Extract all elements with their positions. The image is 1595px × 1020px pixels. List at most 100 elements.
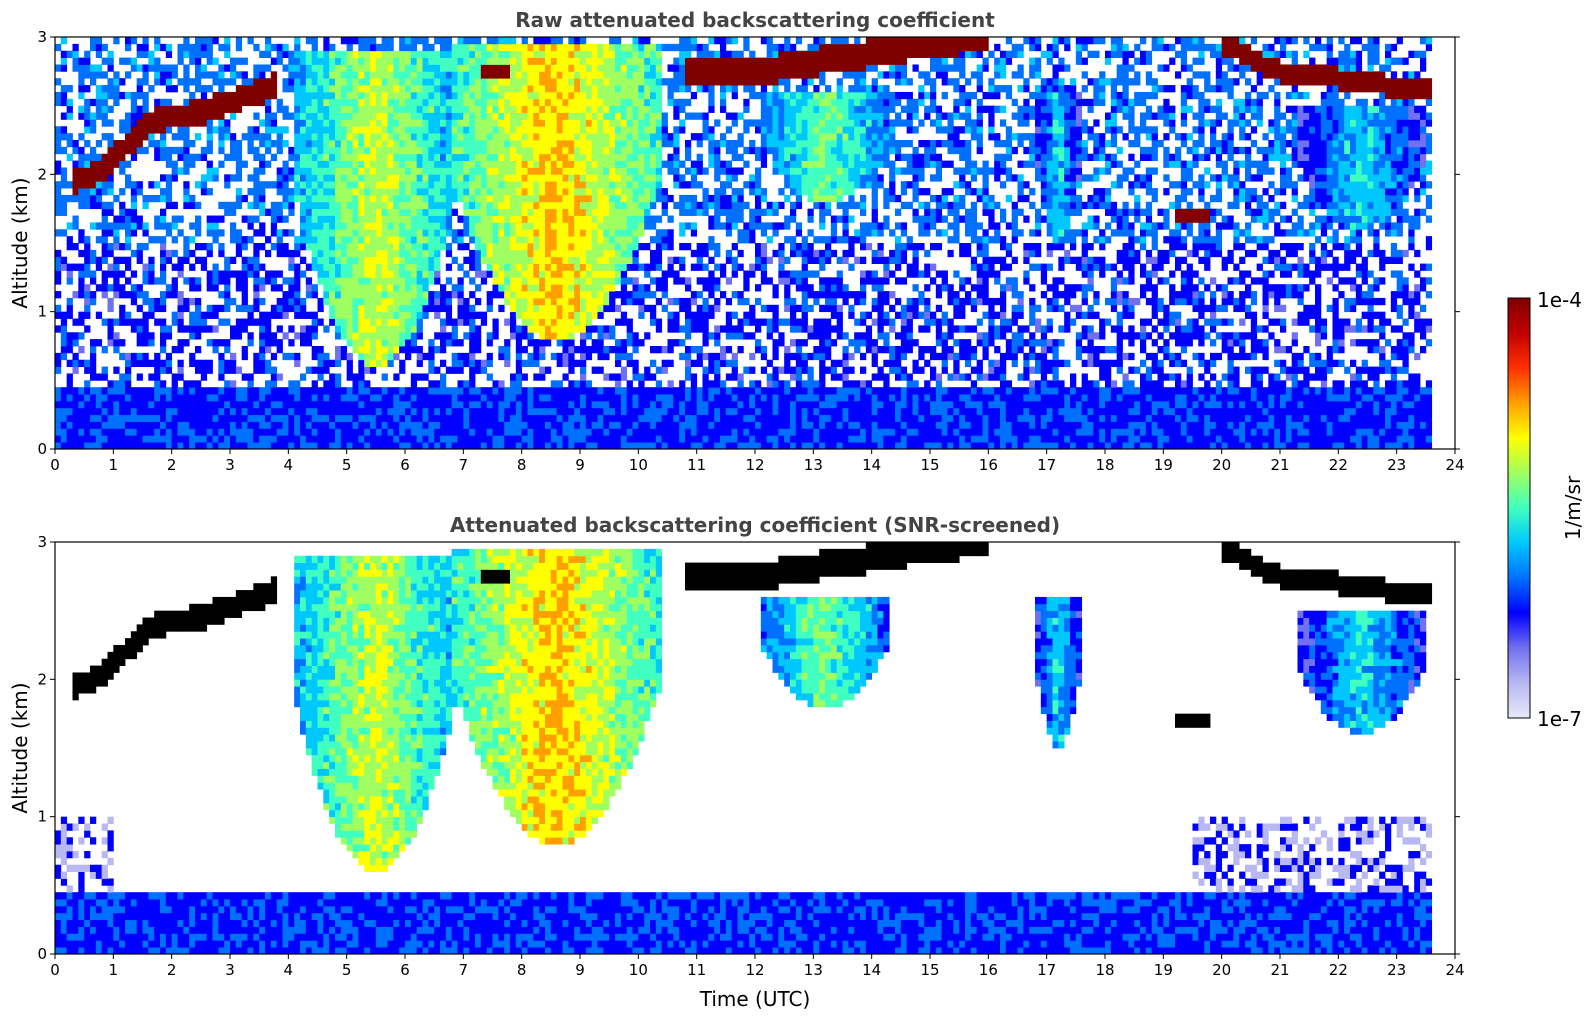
heatmap-cell [644, 291, 651, 299]
heatmap-cell [247, 421, 254, 429]
heatmap-cell [644, 188, 651, 196]
heatmap-cell [375, 394, 383, 402]
heatmap-cell [125, 181, 132, 189]
heatmap-cell [440, 43, 447, 52]
heatmap-cell [230, 140, 237, 148]
heatmap-cell [451, 366, 458, 374]
heatmap-cell [545, 146, 552, 155]
heatmap-cell [346, 366, 353, 374]
heatmap-cell [148, 339, 155, 347]
heatmap-cell [393, 229, 400, 237]
heatmap-cell [463, 78, 470, 86]
heatmap-cell [399, 366, 406, 374]
heatmap-cell [300, 140, 307, 148]
heatmap-cell [585, 304, 593, 313]
heatmap-cell [72, 400, 79, 409]
heatmap-cell [241, 325, 248, 333]
heatmap-cell [510, 105, 517, 113]
heatmap-cell [609, 153, 616, 161]
heatmap-cell [504, 442, 511, 449]
heatmap-cell [195, 201, 202, 210]
heatmap-cell [288, 291, 295, 299]
heatmap-cell [224, 339, 231, 347]
heatmap-cell [288, 64, 295, 72]
heatmap-cell [498, 78, 505, 86]
heatmap-cell [597, 243, 604, 251]
heatmap-cell [95, 91, 103, 100]
heatmap-cell [580, 140, 587, 148]
heatmap-cell [235, 366, 243, 374]
heatmap-cell [480, 153, 488, 161]
heatmap-cell [125, 71, 132, 79]
heatmap-cell [550, 318, 558, 326]
heatmap-cell [539, 325, 546, 333]
heatmap-cell [329, 126, 336, 134]
heatmap-cell [480, 119, 488, 127]
heatmap-cell [230, 394, 237, 402]
heatmap-cell [335, 243, 342, 251]
heatmap-cell [568, 243, 575, 251]
heatmap-cell [410, 291, 418, 299]
heatmap-cell [393, 407, 400, 416]
heatmap-cell [66, 133, 73, 141]
heatmap-cell [620, 428, 628, 436]
heatmap-cell [545, 181, 552, 189]
heatmap-cell [591, 188, 598, 196]
heatmap-cell [521, 428, 528, 436]
panel-raw: Raw attenuated backscattering coefficien… [8, 8, 1465, 474]
heatmap-cell [66, 387, 73, 395]
heatmap-cell [160, 249, 167, 258]
heatmap-cell [475, 160, 482, 168]
heatmap-cell [428, 160, 435, 168]
heatmap-cell [504, 119, 511, 127]
heatmap-cell [340, 270, 348, 278]
heatmap-cell [154, 352, 161, 361]
heatmap-cell [591, 387, 598, 395]
heatmap-cell [160, 243, 167, 251]
heatmap-cell [358, 119, 365, 127]
heatmap-cell [410, 126, 418, 134]
heatmap-cell [165, 407, 173, 416]
heatmap-cell [171, 167, 178, 175]
heatmap-cell [300, 222, 307, 230]
heatmap-cell [405, 71, 412, 79]
heatmap-cell [585, 57, 593, 65]
heatmap-cell [445, 57, 453, 65]
heatmap-cell [323, 98, 330, 107]
heatmap-cell [107, 208, 114, 216]
heatmap-cell [160, 346, 167, 354]
heatmap-cell [66, 304, 73, 313]
heatmap-cell [230, 133, 237, 141]
heatmap-cell [591, 208, 598, 216]
heatmap-cell [130, 37, 138, 45]
heatmap-cell [515, 78, 523, 86]
heatmap-cell [165, 153, 173, 161]
heatmap-cell [434, 91, 441, 100]
heatmap-cell [195, 387, 202, 395]
heatmap-cell [247, 174, 254, 182]
heatmap-cell [568, 400, 575, 409]
heatmap-cell [644, 146, 651, 155]
heatmap-cell [84, 119, 91, 127]
heatmap-cell [346, 414, 353, 422]
heatmap-cell [405, 98, 412, 107]
heatmap-cell [510, 126, 517, 134]
heatmap-cell [440, 208, 447, 216]
heatmap-cell [597, 435, 604, 443]
heatmap-cell [620, 146, 628, 155]
heatmap-cell [300, 421, 307, 429]
heatmap-cell [311, 414, 318, 422]
heatmap-cell [154, 78, 161, 86]
heatmap-cell [469, 208, 476, 216]
heatmap-cell [177, 318, 184, 326]
heatmap-cell [591, 291, 598, 299]
heatmap-cell [504, 174, 511, 182]
heatmap-cell [399, 291, 406, 299]
heatmap-cell [533, 105, 540, 113]
heatmap-cell [399, 394, 406, 402]
heatmap-cell [638, 37, 645, 45]
heatmap-cell [480, 414, 488, 422]
heatmap-cell [276, 98, 283, 107]
heatmap-cell [434, 37, 441, 45]
heatmap-cell [539, 387, 546, 395]
